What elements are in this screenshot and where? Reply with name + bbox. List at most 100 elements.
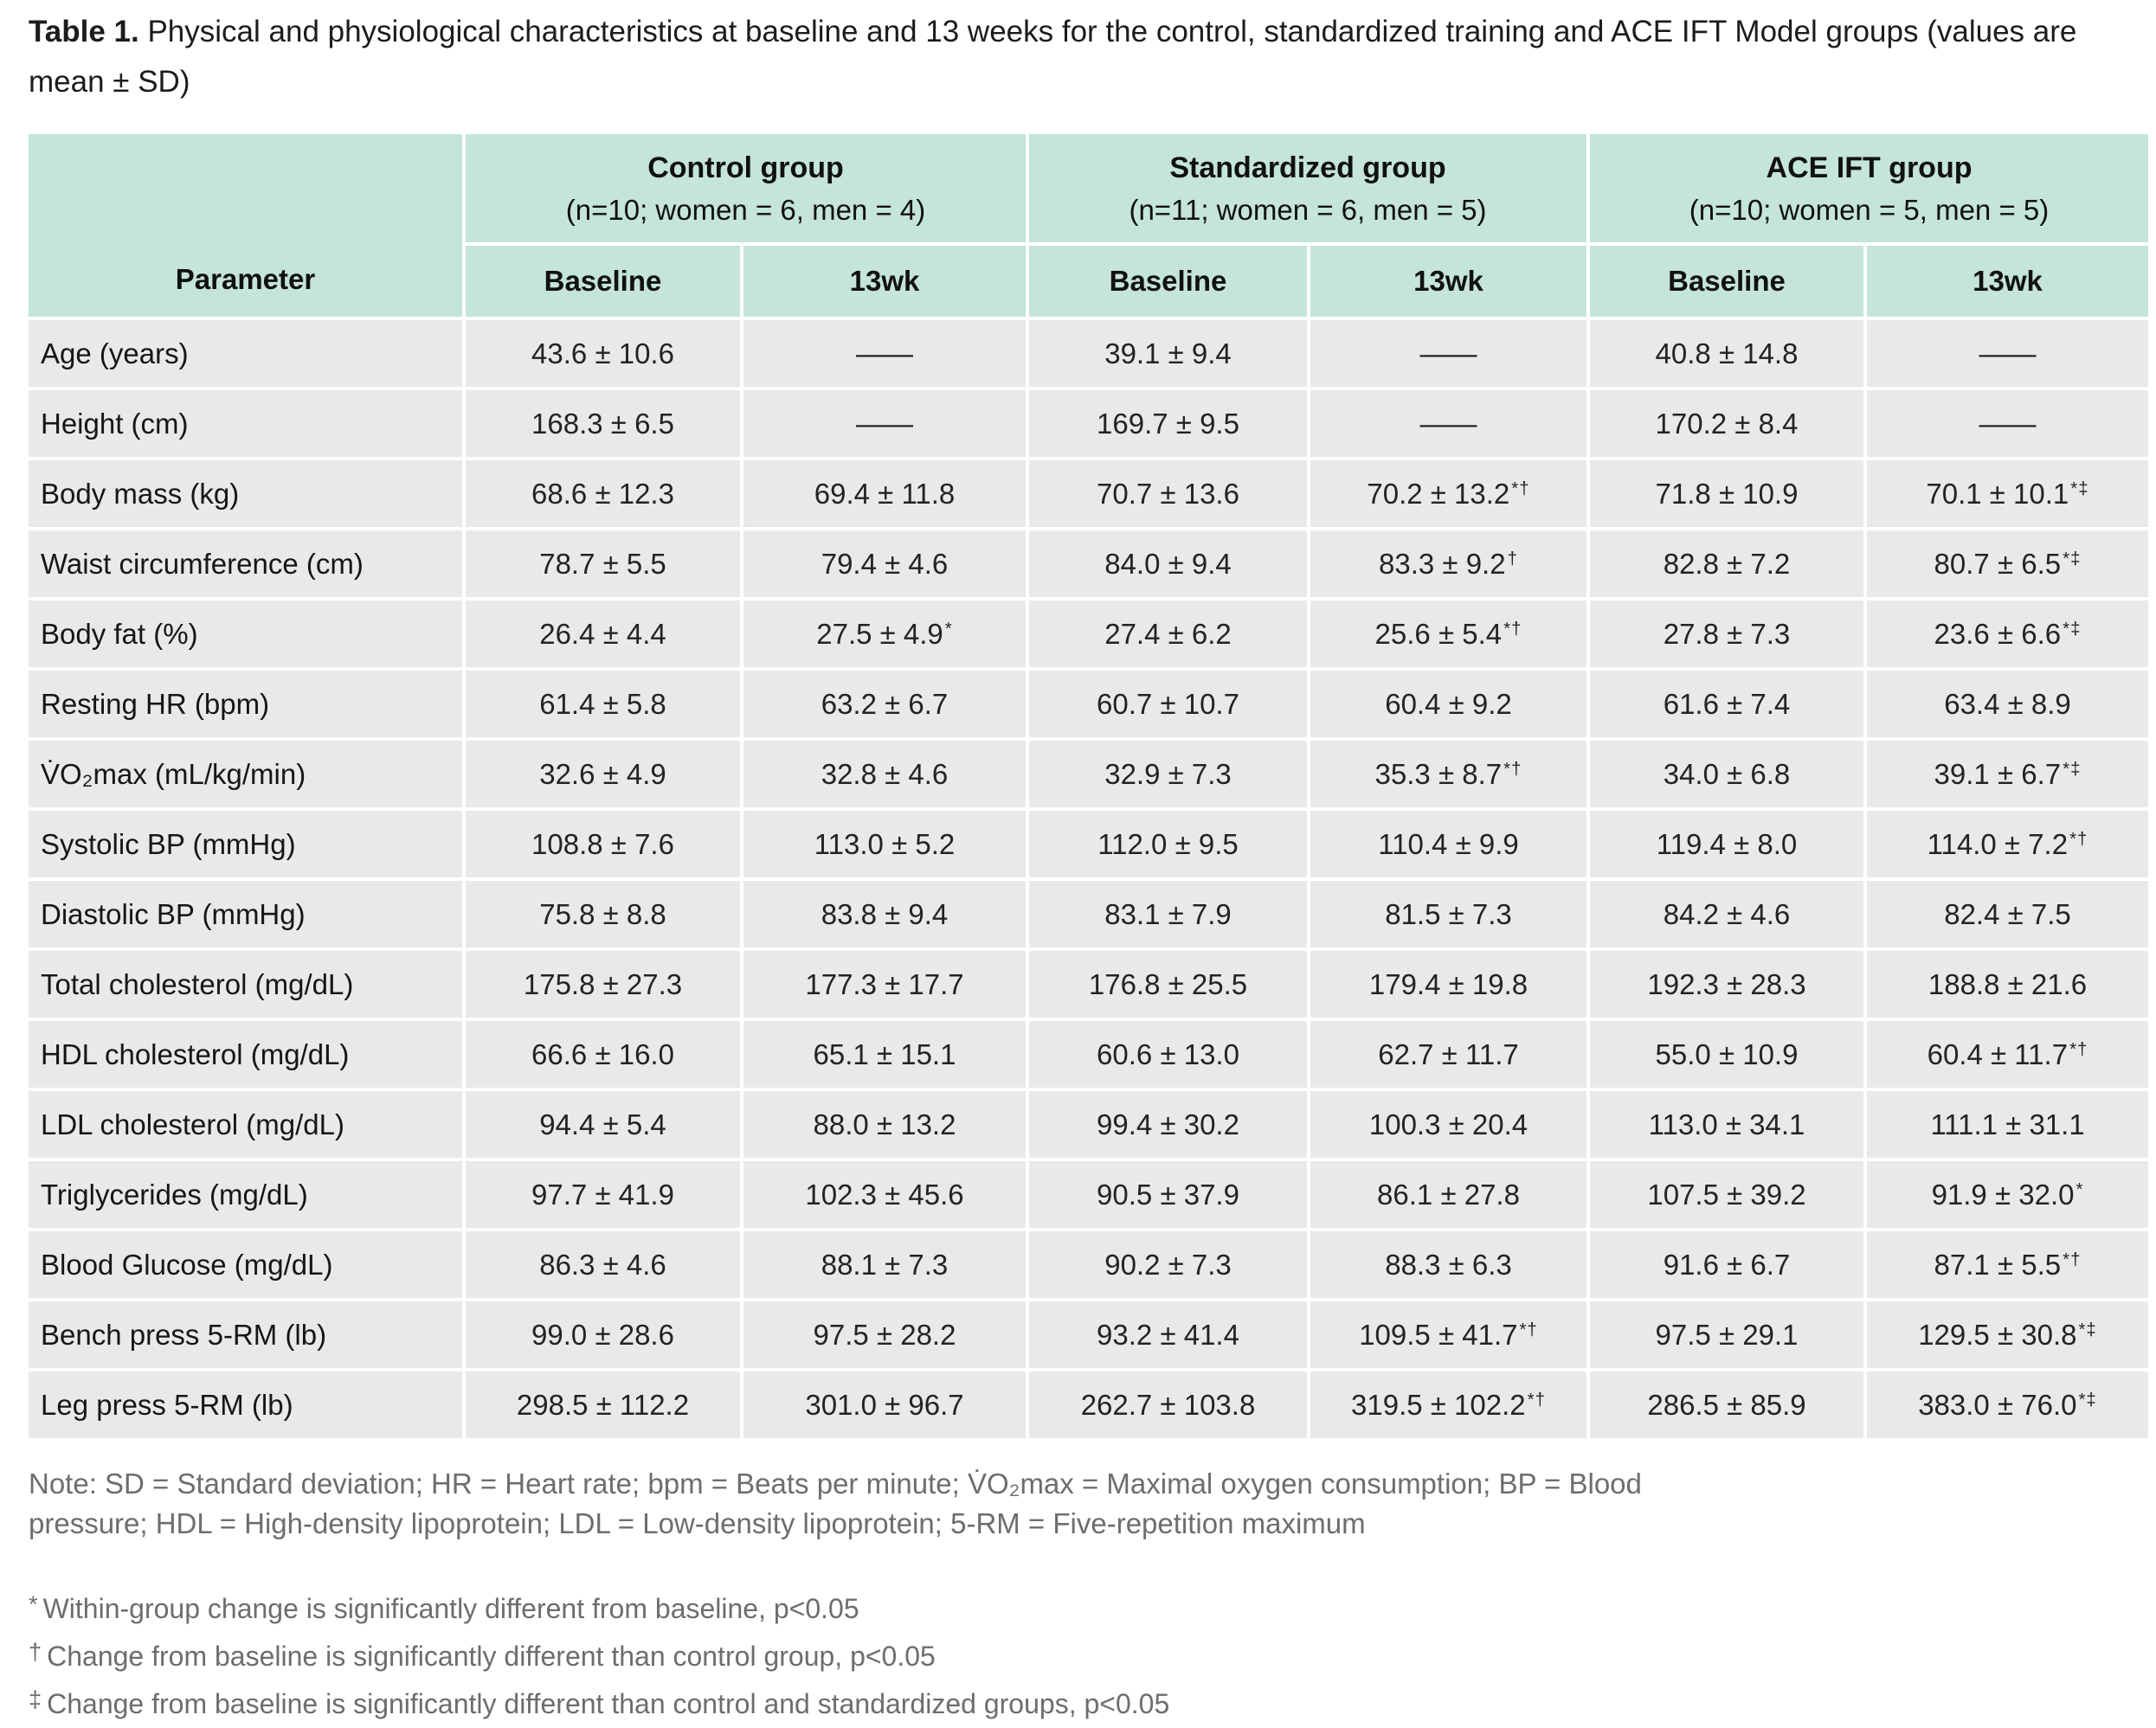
significance-marker: *†	[2069, 829, 2088, 850]
value-cell: 63.2 ± 6.7	[743, 671, 1026, 737]
footnote-double-dagger: ‡ Change from baseline is significantly d…	[29, 1686, 1169, 1720]
value-cell: 62.7 ± 11.7	[1310, 1021, 1586, 1088]
value-cell: 100.3 ± 20.4	[1310, 1091, 1586, 1158]
value-cell: 188.8 ± 21.6	[1867, 951, 2148, 1018]
parameter-cell: Resting HR (bpm)	[29, 671, 462, 737]
value-cell: 119.4 ± 8.0	[1590, 811, 1863, 877]
significance-marker: *	[944, 619, 953, 639]
significance-marker: *†	[1503, 759, 1522, 780]
value-cell: ——	[1867, 320, 2148, 387]
value-cell: 60.6 ± 13.0	[1029, 1021, 1307, 1088]
significance-marker: *†	[2069, 1039, 2088, 1060]
significance-marker: *‡	[2063, 549, 2082, 569]
parameter-cell: Triglycerides (mg/dL)	[29, 1161, 462, 1228]
value-cell: 113.0 ± 5.2	[743, 811, 1026, 877]
group-name-standardized: Standardized group	[1169, 151, 1446, 184]
parameter-cell: Total cholesterol (mg/dL)	[29, 951, 462, 1018]
value-cell: 71.8 ± 10.9	[1590, 460, 1863, 527]
value-cell: 27.8 ± 7.3	[1590, 601, 1863, 667]
table-row: Height (cm) 168.3 ± 6.5 —— 169.7 ± 9.5 —— 170…	[29, 390, 2148, 457]
value-cell: ——	[743, 390, 1026, 457]
table-caption-label: Table 1.	[29, 15, 139, 48]
footnote-dagger-marker: †	[29, 1638, 42, 1665]
value-cell: 129.5 ± 30.8*‡	[1867, 1301, 2148, 1368]
table-row: V̇O₂max (mL/kg/min) 32.6 ± 4.9 32.8 ± 4.6 3…	[29, 741, 2148, 807]
table-row: Total cholesterol (mg/dL) 175.8 ± 27.3 177…	[29, 951, 2148, 1018]
value-cell: 35.3 ± 8.7*†	[1310, 741, 1586, 807]
sub-header-row: Baseline 13wk Baseline 13wk Baseline 13w…	[29, 246, 2148, 317]
value-cell: 23.6 ± 6.6*‡	[1867, 601, 2148, 667]
table-row: Age (years) 43.6 ± 10.6 —— 39.1 ± 9.4 —— 40.8…	[29, 320, 2148, 387]
parameter-cell: HDL cholesterol (mg/dL)	[29, 1021, 462, 1088]
value-cell: 69.4 ± 11.8	[743, 460, 1026, 527]
significance-marker: *†	[1519, 1320, 1538, 1340]
group-sub-standardized: (n=11; women = 6, men = 5)	[1129, 193, 1487, 226]
value-cell: 60.4 ± 11.7*†	[1867, 1021, 2148, 1088]
table-row: Diastolic BP (mmHg) 75.8 ± 8.8 83.8 ± 9.4 8…	[29, 881, 2148, 948]
value-cell: 114.0 ± 7.2*†	[1867, 811, 2148, 877]
footnote-double-dagger-marker: ‡	[29, 1686, 42, 1712]
parameter-cell: Blood Glucose (mg/dL)	[29, 1231, 462, 1298]
value-cell: 109.5 ± 41.7*†	[1310, 1301, 1586, 1368]
value-cell: 319.5 ± 102.2*†	[1310, 1371, 1586, 1438]
value-cell: ——	[1310, 320, 1586, 387]
value-cell: 60.7 ± 10.7	[1029, 671, 1307, 737]
value-cell: 68.6 ± 12.3	[466, 460, 740, 527]
value-cell: 83.1 ± 7.9	[1029, 881, 1307, 948]
table-row: LDL cholesterol (mg/dL) 94.4 ± 5.4 88.0 ± …	[29, 1091, 2148, 1158]
col-header-control-baseline: Baseline	[466, 246, 740, 317]
value-cell: 84.0 ± 9.4	[1029, 530, 1307, 597]
value-cell: 61.6 ± 7.4	[1590, 671, 1863, 737]
value-cell: 83.3 ± 9.2†	[1310, 530, 1586, 597]
value-cell: 86.1 ± 27.8	[1310, 1161, 1586, 1228]
parameter-cell: Systolic BP (mmHg)	[29, 811, 462, 877]
value-cell: 78.7 ± 5.5	[466, 530, 740, 597]
col-header-standardized-13wk: 13wk	[1310, 246, 1586, 317]
value-cell: 26.4 ± 4.4	[466, 601, 740, 667]
group-name-control: Control group	[647, 151, 844, 184]
value-cell: 66.6 ± 16.0	[466, 1021, 740, 1088]
value-cell: 169.7 ± 9.5	[1029, 390, 1307, 457]
significance-marker: *†	[1511, 479, 1530, 499]
value-cell: 25.6 ± 5.4*†	[1310, 601, 1586, 667]
value-cell: 262.7 ± 103.8	[1029, 1371, 1307, 1438]
value-cell: 107.5 ± 39.2	[1590, 1161, 1863, 1228]
value-cell: 65.1 ± 15.1	[743, 1021, 1026, 1088]
footnote-asterisk-text: Within-group change is significantly dif…	[42, 1592, 859, 1624]
parameter-cell: LDL cholesterol (mg/dL)	[29, 1091, 462, 1158]
value-cell: 99.4 ± 30.2	[1029, 1091, 1307, 1158]
table-row: Body mass (kg) 68.6 ± 12.3 69.4 ± 11.8 70.7…	[29, 460, 2148, 527]
significance-marker: *†	[2063, 1249, 2082, 1270]
table-row: Triglycerides (mg/dL) 97.7 ± 41.9 102.3 ± …	[29, 1161, 2148, 1228]
value-cell: 81.5 ± 7.3	[1310, 881, 1586, 948]
value-cell: 113.0 ± 34.1	[1590, 1091, 1863, 1158]
group-sub-ace-ift: (n=10; women = 5, men = 5)	[1689, 193, 2050, 226]
value-cell: 88.1 ± 7.3	[743, 1231, 1026, 1298]
value-cell: 93.2 ± 41.4	[1029, 1301, 1307, 1368]
value-cell: 84.2 ± 4.6	[1590, 881, 1863, 948]
col-header-standardized-baseline: Baseline	[1029, 246, 1307, 317]
value-cell: 88.3 ± 6.3	[1310, 1231, 1586, 1298]
value-cell: 170.2 ± 8.4	[1590, 390, 1863, 457]
table-row: Blood Glucose (mg/dL) 86.3 ± 4.6 88.1 ± 7.…	[29, 1231, 2148, 1298]
table-row: Resting HR (bpm) 61.4 ± 5.8 63.2 ± 6.7 60.7…	[29, 671, 2148, 737]
value-cell: 111.1 ± 31.1	[1867, 1091, 2148, 1158]
value-cell: 112.0 ± 9.5	[1029, 811, 1307, 877]
parameter-cell: Leg press 5-RM (lb)	[29, 1371, 462, 1438]
footnote-double-dagger-text: Change from baseline is significantly di…	[47, 1687, 1170, 1719]
footnote-asterisk: * Within-group change is significantly di…	[29, 1590, 859, 1625]
significance-marker: *‡	[2063, 759, 2082, 780]
value-cell: 60.4 ± 9.2	[1310, 671, 1586, 737]
table-row: HDL cholesterol (mg/dL) 66.6 ± 16.0 65.1 ±…	[29, 1021, 2148, 1088]
abbreviations-note: Note: SD = Standard deviation; HR = Hear…	[29, 1468, 1642, 1540]
value-cell: 383.0 ± 76.0*‡	[1867, 1371, 2148, 1438]
value-cell: 301.0 ± 96.7	[743, 1371, 1026, 1438]
value-cell: 94.4 ± 5.4	[466, 1091, 740, 1158]
table-caption-text: Physical and physiological characteristi…	[29, 15, 2077, 100]
value-cell: 70.2 ± 13.2*†	[1310, 460, 1586, 527]
value-cell: 75.8 ± 8.8	[466, 881, 740, 948]
value-cell: 90.5 ± 37.9	[1029, 1161, 1307, 1228]
value-cell: 80.7 ± 6.5*‡	[1867, 530, 2148, 597]
value-cell: 90.2 ± 7.3	[1029, 1231, 1307, 1298]
